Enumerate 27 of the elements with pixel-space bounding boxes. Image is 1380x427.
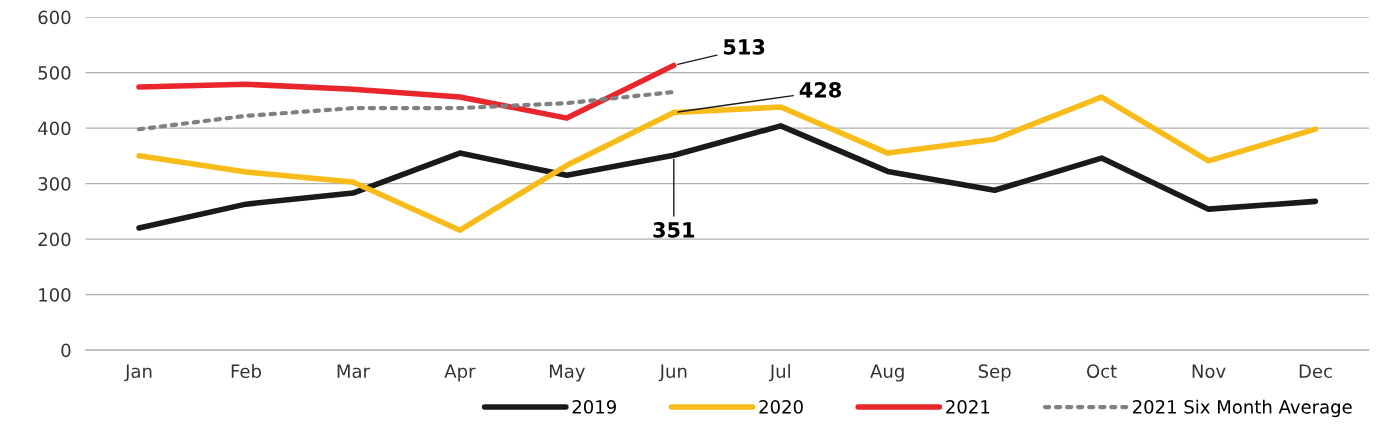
annotation: 351	[653, 221, 695, 238]
x-tick-label: Feb	[231, 364, 261, 379]
x-tick-label: Mar	[337, 364, 370, 379]
x-tick-label: Jan	[124, 364, 152, 382]
x-tick-label: Jul	[768, 364, 790, 382]
x-tick-label: Jun	[658, 364, 687, 382]
y-tick-label: 400	[38, 121, 71, 136]
y-tick-label: 600	[38, 10, 71, 25]
legend-label: 2020	[759, 400, 803, 414]
legend-label: 2021 Six Month Average	[1132, 399, 1352, 418]
y-tick-label: 100	[39, 288, 71, 302]
x-tick-label: Dec	[1299, 364, 1332, 379]
annotation: 428	[799, 82, 841, 98]
x-tick-label: Oct	[1086, 364, 1117, 379]
annotation: 513	[724, 38, 765, 55]
y-tick-label: 300	[38, 177, 71, 191]
x-tick-label: Apr	[444, 364, 476, 382]
x-tick-label: Nov	[1192, 364, 1226, 379]
y-tick-label: 200	[38, 232, 71, 247]
x-tick-label: Sep	[978, 364, 1011, 382]
x-tick-label: Aug	[870, 364, 904, 382]
y-tick-label: 0	[61, 343, 71, 358]
y-tick-label: 500	[38, 66, 71, 80]
legend-label: 2021	[946, 400, 990, 414]
line-series	[136, 89, 676, 132]
legend-label: 2019	[572, 400, 616, 414]
x-tick-label: May	[549, 364, 585, 382]
